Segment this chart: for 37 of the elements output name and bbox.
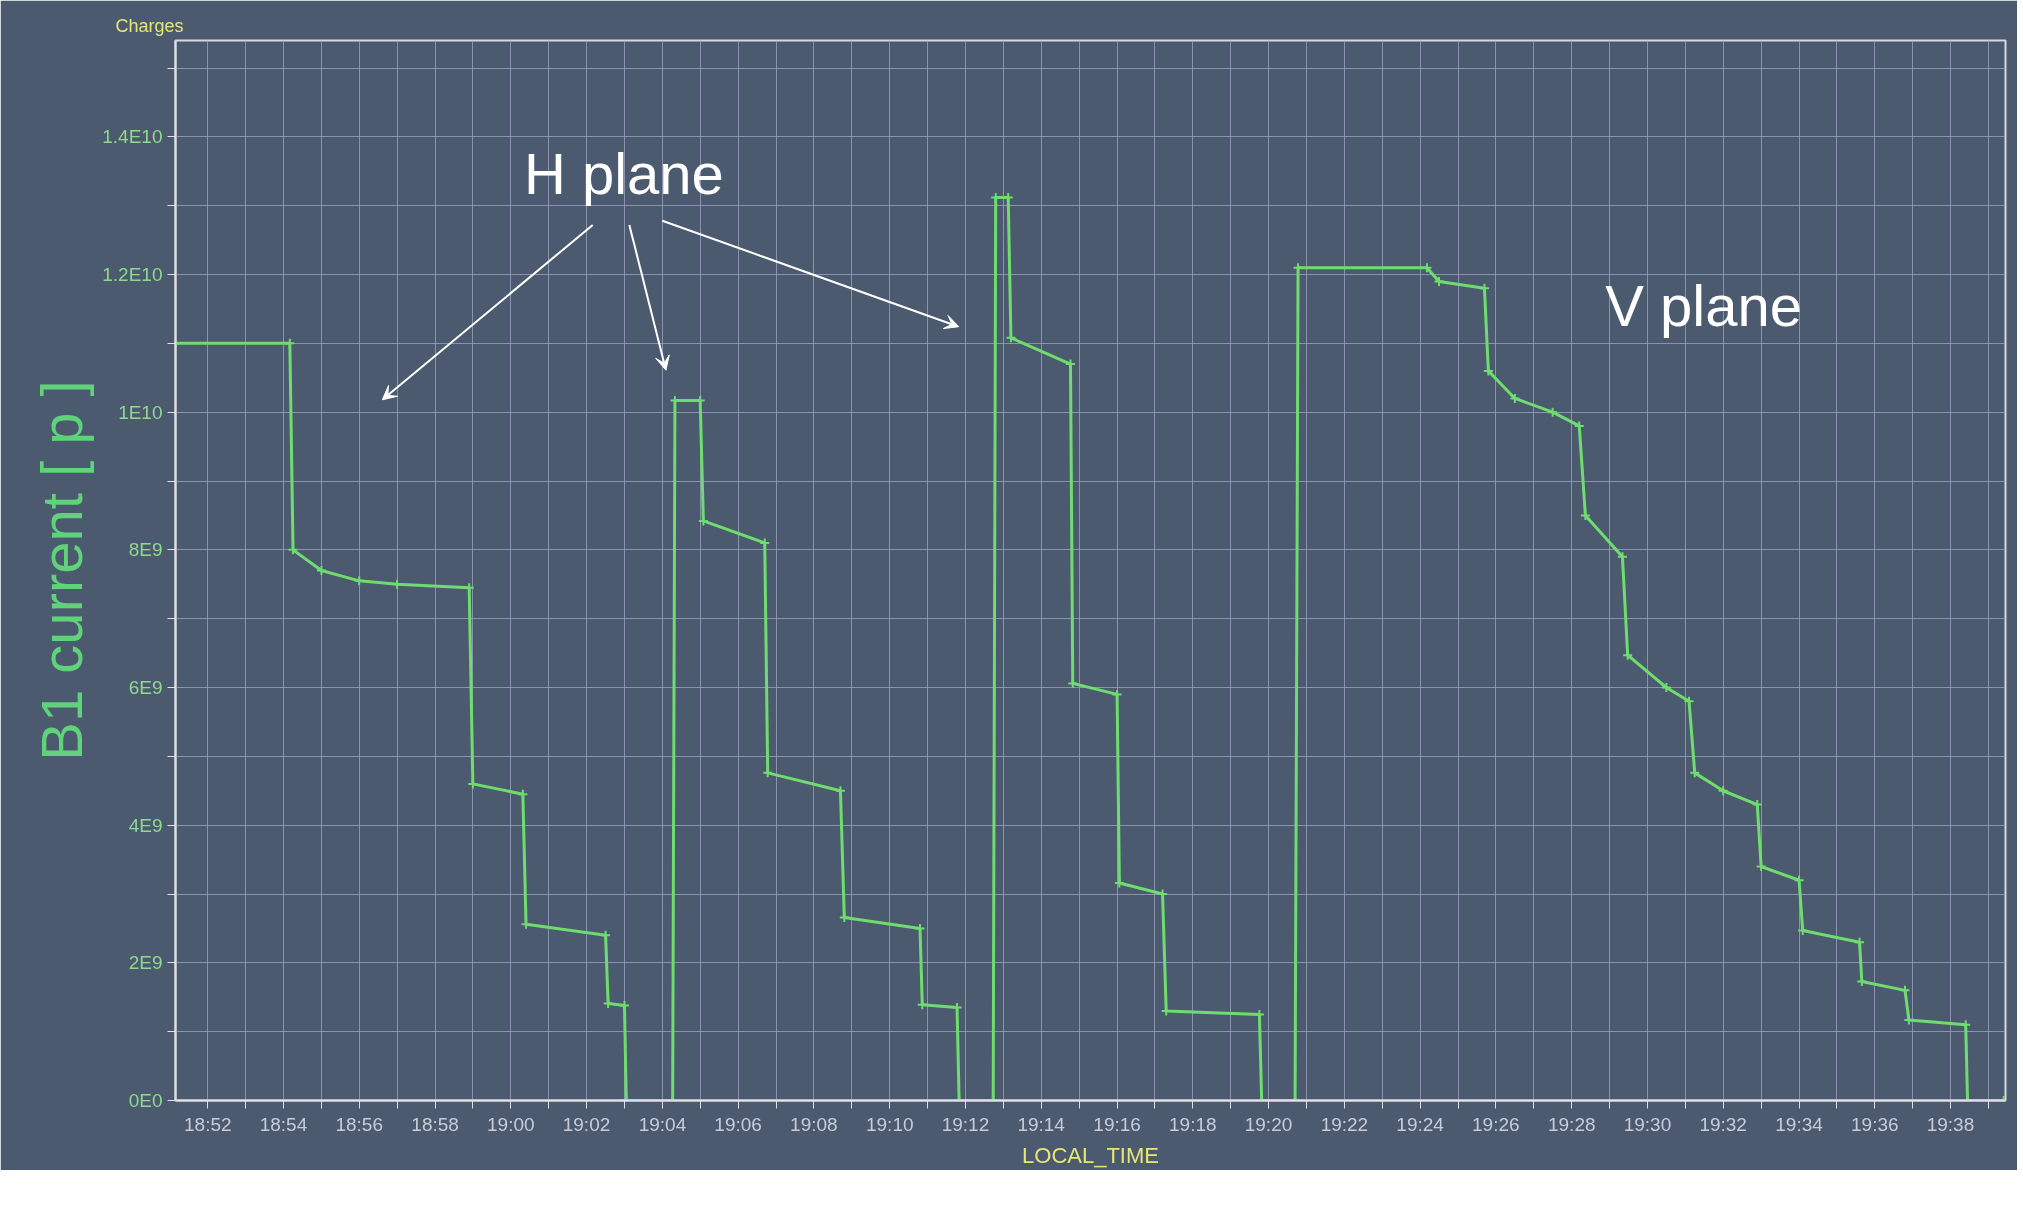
x-tick-label: 19:20 xyxy=(1244,1113,1293,1135)
x-tick-label: 19:18 xyxy=(1169,1113,1217,1135)
x-tick-label: 19:38 xyxy=(1926,1113,1975,1135)
x-tick-label: 19:12 xyxy=(941,1113,990,1135)
x-tick-label: 19:34 xyxy=(1775,1113,1824,1135)
y-tick-label: 1.4E10 xyxy=(102,126,163,148)
annotation: V plane xyxy=(1605,273,1802,338)
y-tick-label: 1E10 xyxy=(118,401,163,423)
x-tick-label: 19:00 xyxy=(487,1113,535,1135)
x-tick-label: 19:04 xyxy=(638,1113,687,1135)
x-tick-label: 19:36 xyxy=(1851,1113,1899,1135)
x-tick-label: 19:10 xyxy=(866,1113,914,1135)
x-tick-label: 19:02 xyxy=(562,1113,611,1135)
x-tick-label: 19:30 xyxy=(1623,1113,1672,1135)
x-tick-label: 19:14 xyxy=(1017,1113,1066,1135)
x-tick-label: 18:52 xyxy=(184,1113,232,1135)
x-tick-label: 18:54 xyxy=(259,1113,308,1135)
x-tick-label: 19:06 xyxy=(714,1113,762,1135)
annotation: H plane xyxy=(523,140,724,206)
y-tick-label: 2E9 xyxy=(128,952,163,974)
y-tick-label: 0E0 xyxy=(128,1090,163,1111)
x-tick-label: 19:26 xyxy=(1472,1113,1520,1135)
x-tick-label: 19:08 xyxy=(790,1113,838,1135)
y-axis-title: B1 current [ p ] xyxy=(29,380,95,761)
y-tick-label: 4E9 xyxy=(128,814,163,836)
x-tick-label: 19:32 xyxy=(1699,1113,1747,1135)
x-tick-label: 19:24 xyxy=(1396,1113,1445,1135)
x-tick-label: 18:56 xyxy=(335,1113,383,1135)
x-tick-label: 19:28 xyxy=(1547,1113,1596,1135)
y-tick-label: 1.2E10 xyxy=(102,264,163,286)
x-axis-title: LOCAL_TIME xyxy=(1022,1142,1159,1168)
x-tick-label: 19:16 xyxy=(1093,1113,1141,1135)
x-tick-label: 18:58 xyxy=(411,1113,459,1135)
y-tick-label: 8E9 xyxy=(128,539,163,561)
x-tick-label: 19:22 xyxy=(1320,1113,1369,1135)
chart-title: Charges xyxy=(115,15,184,36)
y-tick-label: 6E9 xyxy=(128,677,163,699)
